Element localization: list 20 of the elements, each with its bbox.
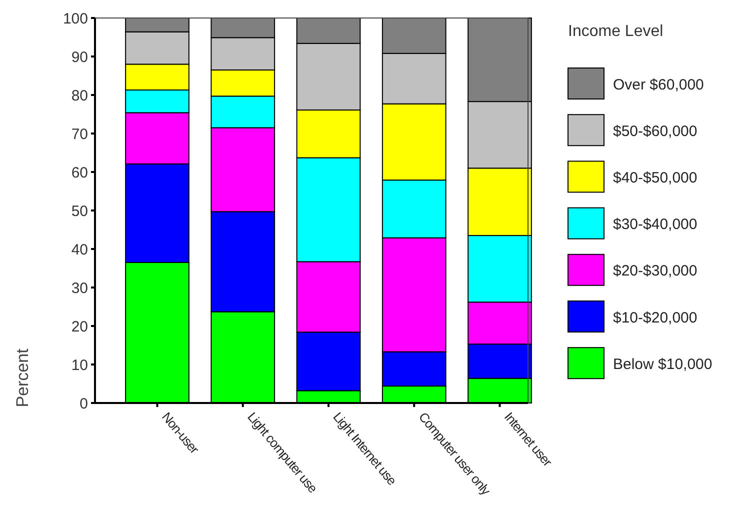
- y-tick-label: 50: [71, 202, 88, 220]
- y-tick-label: 30: [71, 280, 88, 297]
- legend-label: $20-$30,000: [613, 262, 698, 280]
- y-tick-label: 20: [71, 318, 88, 336]
- y-tick-label: 40: [71, 241, 88, 258]
- y-tick-label: 80: [71, 87, 88, 104]
- y-tick-label: 60: [71, 164, 88, 182]
- legend-label: $30-$40,000: [613, 216, 698, 234]
- y-tick-label: 100: [62, 10, 88, 28]
- y-tick-label: 90: [71, 48, 88, 66]
- y-tick-label: 70: [71, 126, 88, 143]
- legend-label: $10-$20,000: [613, 309, 698, 326]
- legend-label: Over $60,000: [613, 76, 704, 94]
- legend-label: $50-$60,000: [613, 122, 698, 140]
- legend-label: Below $10,000: [613, 356, 712, 373]
- legend-label: $40-$50,000: [613, 169, 698, 186]
- y-axis-title: Percent: [13, 348, 32, 408]
- legend-title: Income Level: [568, 23, 664, 40]
- y-tick-label: 10: [71, 356, 88, 374]
- y-tick-label: 0: [80, 395, 88, 412]
